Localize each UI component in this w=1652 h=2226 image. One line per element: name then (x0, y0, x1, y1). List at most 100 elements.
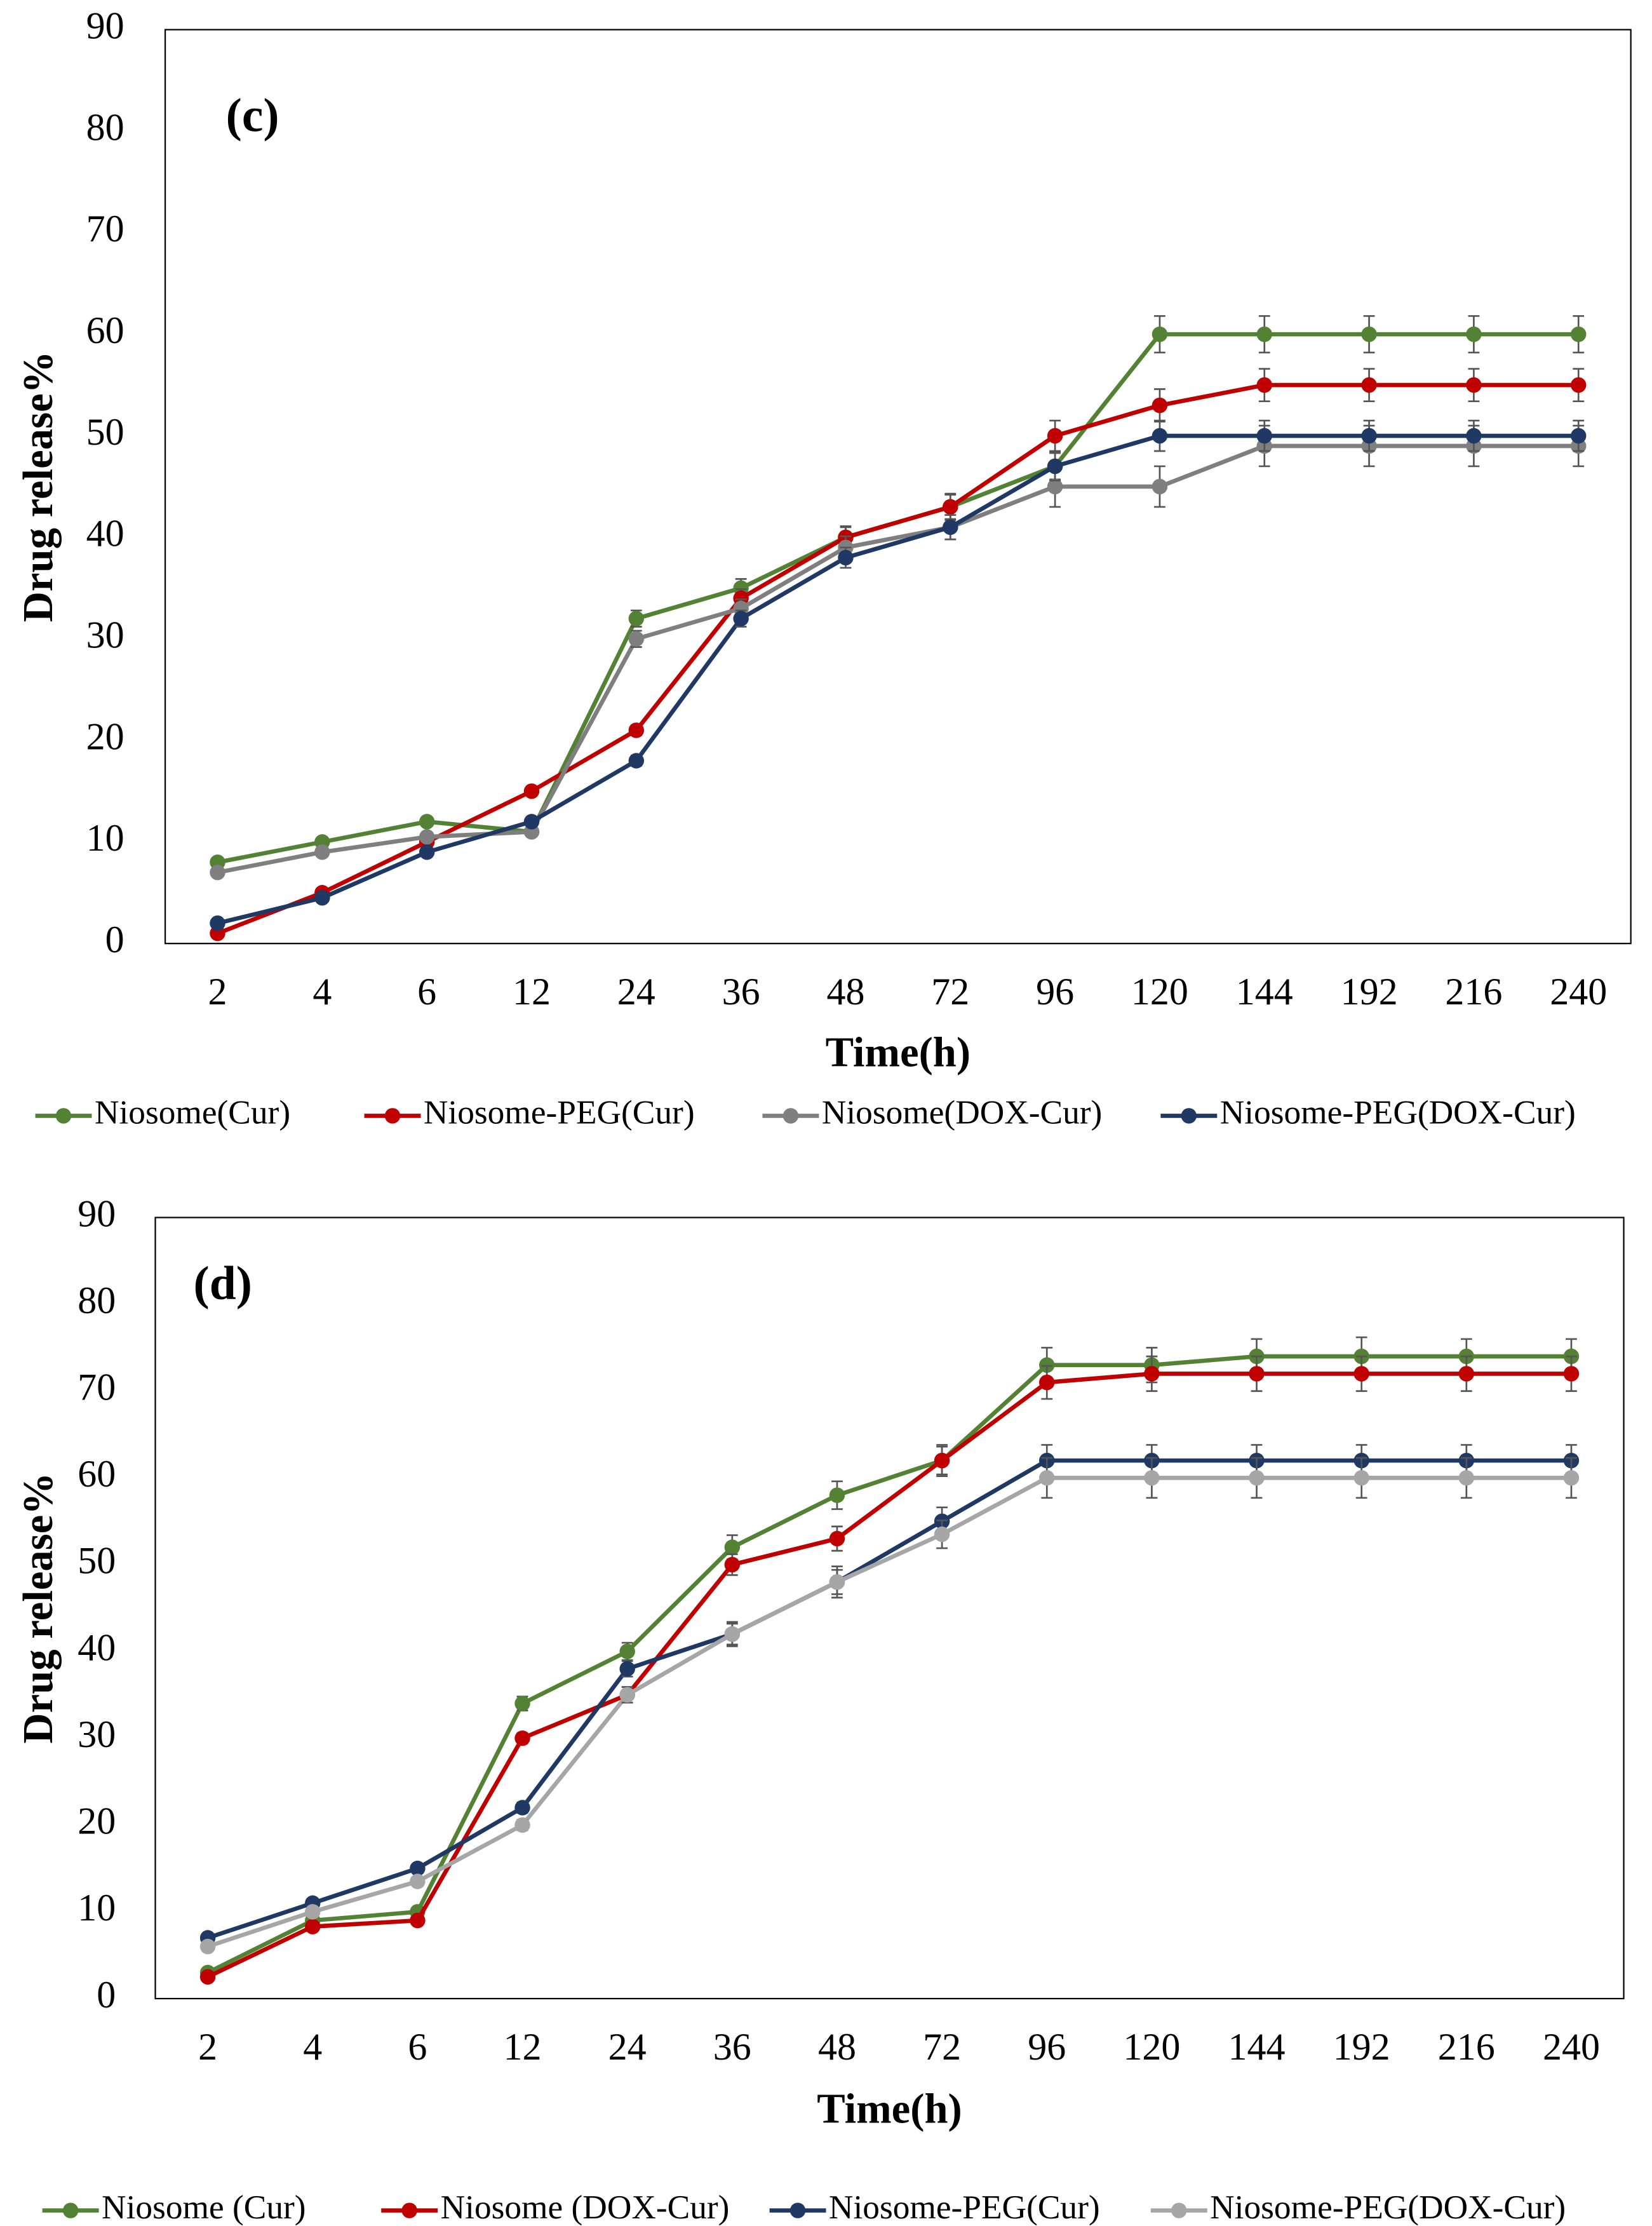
point (1152, 428, 1168, 444)
y-tick-label: 0 (97, 1974, 116, 2016)
legend-label: Niosome-PEG(DOX-Cur) (1210, 2188, 1566, 2226)
point (943, 499, 958, 515)
point (1571, 377, 1587, 393)
point (210, 915, 225, 931)
x-axis-label: Time(h) (817, 2086, 962, 2132)
y-tick-label: 70 (77, 1366, 116, 1408)
y-tick-label: 0 (105, 919, 124, 961)
x-tick-label: 36 (722, 971, 760, 1013)
y-tick-label: 50 (77, 1540, 116, 1582)
panel-label: (d) (194, 1257, 252, 1310)
x-tick-label: 6 (417, 971, 436, 1013)
point (314, 844, 330, 860)
x-tick-label: 216 (1438, 2026, 1495, 2068)
point (1458, 1470, 1475, 1486)
y-tick-label: 40 (77, 1626, 116, 1668)
x-tick-label: 24 (617, 971, 655, 1013)
legend-label: Niosome (Cur) (102, 2188, 306, 2226)
panel-label: (c) (226, 89, 279, 142)
x-tick-label: 12 (504, 2026, 542, 2068)
series-line (217, 443, 1579, 875)
point (305, 1919, 321, 1934)
x-tick-label: 96 (1036, 971, 1074, 1013)
y-tick-label: 80 (86, 106, 124, 148)
series-line (206, 1372, 1571, 1979)
point (514, 1730, 530, 1746)
x-tick-label: 216 (1445, 971, 1502, 1013)
point (1256, 326, 1272, 342)
point (1563, 1470, 1580, 1486)
y-tick-label: 30 (77, 1713, 116, 1755)
series-line (217, 332, 1579, 865)
point (1047, 428, 1063, 444)
legend-marker (384, 1108, 401, 1124)
point (943, 519, 958, 536)
x-tick-label: 192 (1333, 2026, 1390, 2068)
point (1144, 1366, 1160, 1382)
point (724, 1626, 741, 1642)
point (305, 1904, 321, 1920)
x-tick-label: 24 (608, 2026, 647, 2068)
point (1361, 377, 1377, 393)
x-tick-label: 12 (513, 971, 551, 1013)
legend-marker (1171, 2202, 1187, 2218)
x-tick-label: 2 (208, 971, 227, 1013)
plot-frame (164, 29, 1632, 945)
legend-marker (1181, 1108, 1197, 1124)
point (1249, 1470, 1265, 1486)
point (1144, 1470, 1160, 1486)
x-tick-label: 36 (713, 2026, 751, 2068)
y-tick-label: 80 (77, 1279, 116, 1321)
x-tick-label: 4 (303, 2026, 322, 2068)
x-tick-label: 144 (1236, 971, 1293, 1013)
point (619, 1687, 635, 1703)
x-tick-label: 48 (818, 2026, 856, 2068)
legend-marker (782, 1108, 799, 1124)
point (1361, 428, 1377, 444)
series-line (217, 433, 1579, 926)
point (838, 550, 854, 566)
y-tick-label: 30 (86, 614, 124, 656)
y-tick-label: 10 (77, 1887, 116, 1929)
x-tick-label: 72 (923, 2026, 961, 2068)
x-tick-label: 144 (1228, 2026, 1286, 2068)
y-tick-label: 50 (86, 411, 124, 453)
point (523, 814, 540, 830)
point (733, 610, 749, 626)
point (1571, 428, 1587, 444)
point (619, 1643, 635, 1659)
point (1571, 326, 1587, 342)
legend-label: Niosome-PEG(Cur) (424, 1093, 695, 1131)
point (410, 1873, 426, 1889)
series-line (206, 1354, 1571, 1975)
point (1466, 377, 1482, 393)
x-tick-label: 240 (1550, 971, 1607, 1013)
point (1466, 326, 1482, 342)
point (514, 1696, 530, 1711)
x-tick-label: 96 (1028, 2026, 1066, 2068)
series-line (207, 1476, 1571, 1949)
y-axis-label: Drug release% (15, 351, 62, 623)
x-tick-label: 4 (312, 971, 332, 1013)
point (1353, 1366, 1369, 1382)
legend-marker (401, 2202, 417, 2218)
point (523, 783, 540, 799)
legend-label: Niosome(DOX-Cur) (822, 1093, 1102, 1131)
point (628, 753, 645, 769)
point (419, 814, 435, 830)
point (829, 1530, 845, 1547)
point (1256, 377, 1272, 393)
point (1039, 1470, 1055, 1486)
point (1353, 1470, 1369, 1486)
point (619, 1661, 635, 1677)
point (410, 1860, 426, 1877)
legend-label: Niosome (DOX-Cur) (441, 2188, 730, 2226)
legend-marker (789, 2202, 806, 2218)
x-tick-label: 72 (931, 971, 969, 1013)
point (514, 1800, 530, 1816)
y-tick-label: 60 (77, 1453, 116, 1495)
point (210, 865, 225, 880)
x-tick-label: 6 (408, 2026, 427, 2068)
point (934, 1526, 950, 1542)
